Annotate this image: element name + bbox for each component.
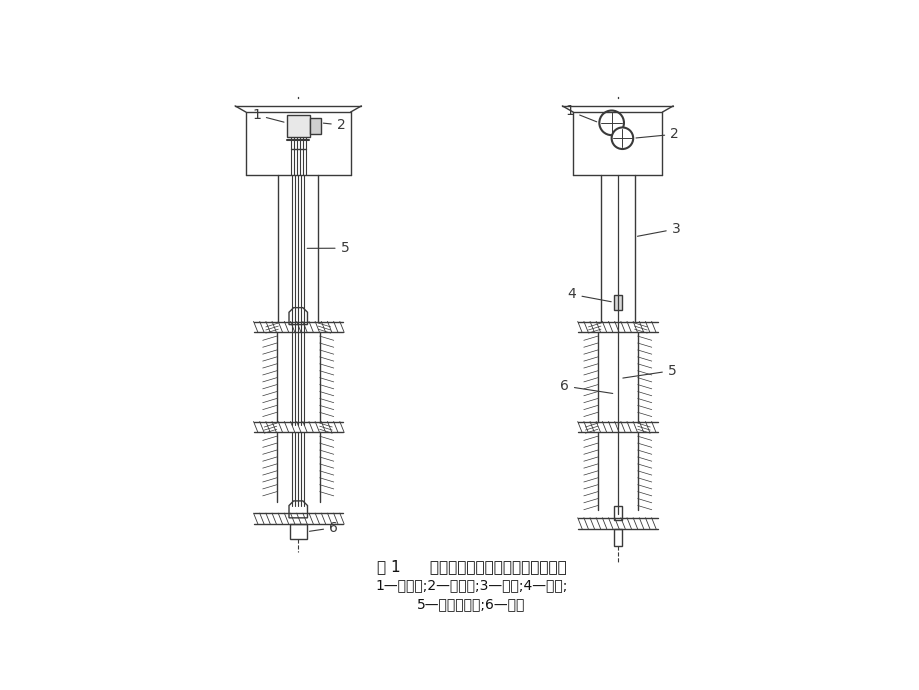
Bar [310, 118, 320, 134]
Text: 2: 2 [635, 127, 678, 141]
Polygon shape [289, 308, 307, 324]
Text: 2: 2 [323, 118, 346, 132]
Text: 6: 6 [309, 521, 337, 535]
Text: 5: 5 [307, 241, 349, 255]
Circle shape [598, 110, 623, 135]
Bar [289, 524, 306, 540]
Text: 5—提升钢丝绳;6—尾绳: 5—提升钢丝绳;6—尾绳 [417, 597, 525, 611]
Bar [613, 295, 621, 310]
Text: 1: 1 [565, 104, 596, 122]
Circle shape [611, 128, 632, 149]
Polygon shape [289, 501, 307, 518]
Text: 6: 6 [560, 379, 612, 393]
Text: 5: 5 [622, 364, 675, 378]
Bar [613, 506, 621, 520]
Text: 4: 4 [567, 288, 610, 302]
Bar [613, 529, 621, 546]
Text: 1—提升机;2—导向轮;3—井塔;4—罐笼;: 1—提升机;2—导向轮;3—井塔;4—罐笼; [375, 579, 567, 593]
Text: 图 1      塔式多绳摩擦提升机罐笼提升系统: 图 1 塔式多绳摩擦提升机罐笼提升系统 [376, 559, 566, 573]
Bar [287, 115, 310, 137]
Text: 3: 3 [637, 222, 680, 236]
Text: 1: 1 [252, 108, 284, 122]
